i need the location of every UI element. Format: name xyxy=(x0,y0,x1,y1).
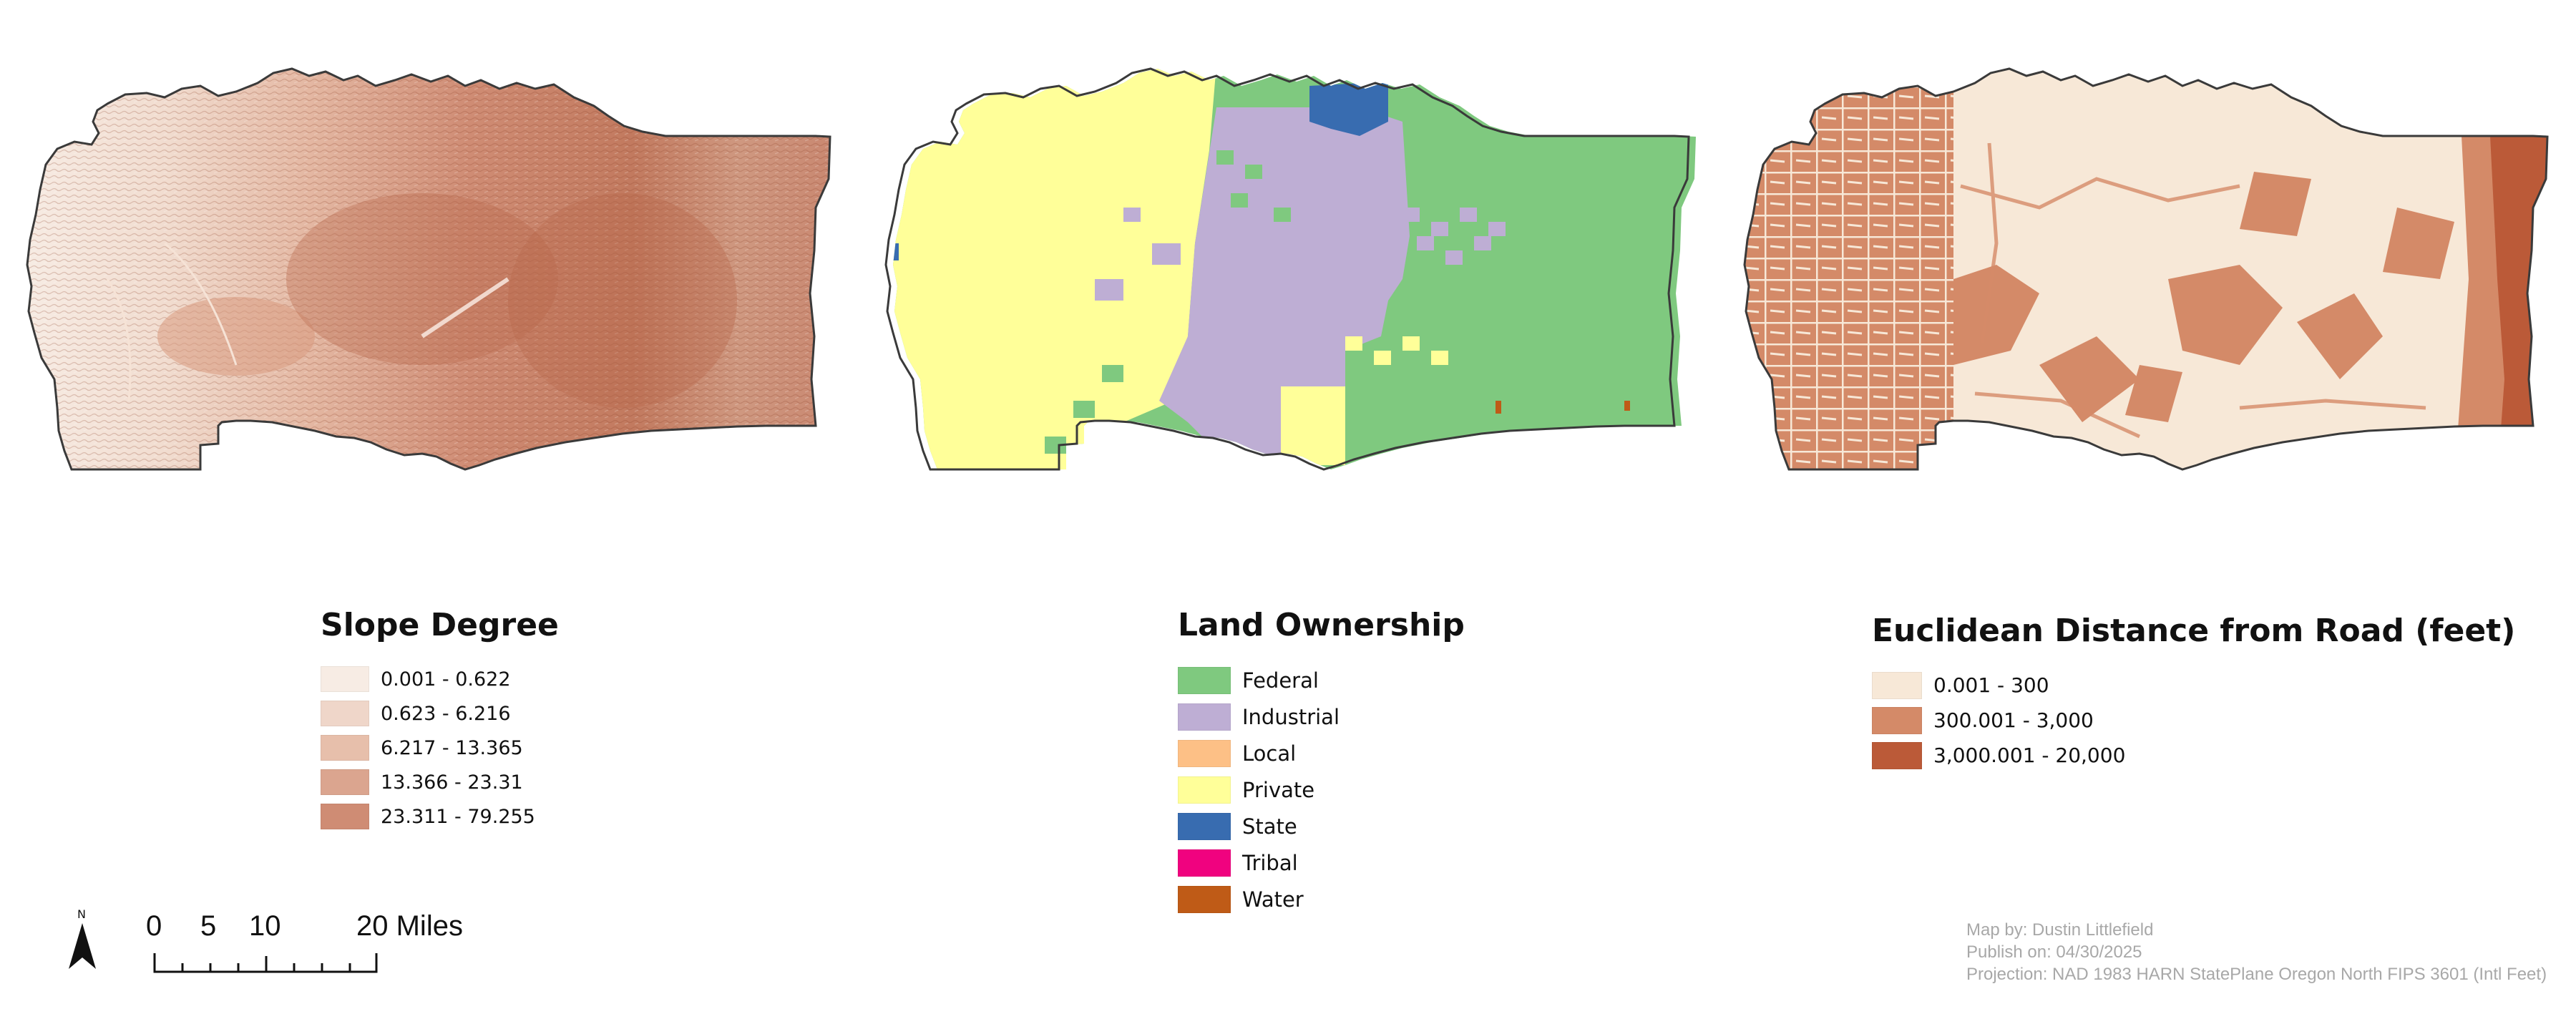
legend-item: 300.001 - 3,000 xyxy=(1872,703,2515,738)
legend-item: 6.217 - 13.365 xyxy=(321,731,559,765)
ownership-legend-items: Federal Industrial Local Private State Tribal… xyxy=(1178,662,1465,917)
slope-legend-title: Slope Degree xyxy=(321,607,559,643)
legend-swatch xyxy=(321,701,369,726)
legend-swatch xyxy=(1178,849,1231,877)
credit-projection: Projection: NAD 1983 HARN StatePlane Ore… xyxy=(1966,965,2547,984)
scale-label-5: 5 xyxy=(200,910,217,942)
legend-label: 13.366 - 23.31 xyxy=(381,771,523,794)
legend-swatch xyxy=(321,769,369,795)
legend-label: Private xyxy=(1242,777,1315,802)
legend-swatch xyxy=(1178,812,1231,840)
legend-swatch xyxy=(321,804,369,829)
legend-label: Industrial xyxy=(1242,704,1340,729)
legend-item: Local xyxy=(1178,735,1465,771)
legend-swatch xyxy=(1178,703,1231,731)
scale-bar: 0 5 10 20 Miles xyxy=(143,910,487,979)
legend-item: 0.623 - 6.216 xyxy=(321,696,559,731)
legend-swatch xyxy=(1178,885,1231,913)
legend-label: Water xyxy=(1242,887,1304,912)
scale-label-10: 10 xyxy=(249,910,281,942)
legend-swatch xyxy=(321,735,369,761)
map-credits: Map by: Dustin Littlefield Publish on: 0… xyxy=(1966,919,2547,985)
ownership-legend: Land Ownership Federal Industrial Local Pri… xyxy=(1178,607,1465,917)
legend-label: 0.001 - 300 xyxy=(1933,673,2049,697)
scale-label-20: 20 Miles xyxy=(356,910,463,942)
legend-label: 300.001 - 3,000 xyxy=(1933,708,2094,732)
legend-item: Water xyxy=(1178,881,1465,917)
ownership-legend-title: Land Ownership xyxy=(1178,607,1465,643)
legend-item: Private xyxy=(1178,771,1465,808)
scale-ruler xyxy=(153,953,378,973)
legend-label: Tribal xyxy=(1242,850,1298,875)
legend-item: Industrial xyxy=(1178,698,1465,735)
credit-published: Publish on: 04/30/2025 xyxy=(1966,942,2142,962)
legend-label: State xyxy=(1242,814,1297,839)
credit-author: Map by: Dustin Littlefield xyxy=(1966,920,2154,940)
legend-label: Federal xyxy=(1242,668,1319,693)
legend-label: 6.217 - 13.365 xyxy=(381,736,523,759)
road-distance-legend-title: Euclidean Distance from Road (feet) xyxy=(1872,613,2516,649)
legend-item: State xyxy=(1178,808,1465,844)
legend-label: 23.311 - 79.255 xyxy=(381,805,535,828)
slope-legend: Slope Degree 0.001 - 0.622 0.623 - 6.216 6… xyxy=(321,607,559,834)
legend-item: 23.311 - 79.255 xyxy=(321,799,559,834)
legend-swatch xyxy=(1872,671,1922,699)
north-arrow-icon xyxy=(69,923,96,969)
legend-item: 0.001 - 300 xyxy=(1872,668,2515,703)
legend-item: Federal xyxy=(1178,662,1465,698)
legend-item: 0.001 - 0.622 xyxy=(321,662,559,696)
road-distance-legend-items: 0.001 - 300 300.001 - 3,000 3,000.001 - 20… xyxy=(1872,668,2515,773)
road-distance-map xyxy=(1743,67,2549,471)
legend-swatch xyxy=(321,666,369,692)
north-label: N xyxy=(77,907,86,921)
slope-legend-items: 0.001 - 0.622 0.623 - 6.216 6.217 - 13.365… xyxy=(321,662,559,834)
scale-label-0: 0 xyxy=(146,910,162,942)
legend-label: Local xyxy=(1242,741,1297,766)
legend-item: 13.366 - 23.31 xyxy=(321,765,559,799)
legend-swatch xyxy=(1872,741,1922,769)
legend-label: 0.001 - 0.622 xyxy=(381,668,511,691)
land-ownership-map xyxy=(884,67,1696,471)
legend-swatch xyxy=(1178,666,1231,694)
legend-item: Tribal xyxy=(1178,844,1465,881)
road-distance-legend: Euclidean Distance from Road (feet) 0.00… xyxy=(1872,613,2515,773)
legend-label: 3,000.001 - 20,000 xyxy=(1933,744,2126,767)
slope-map xyxy=(26,67,831,471)
legend-label: 0.623 - 6.216 xyxy=(381,702,511,725)
legend-swatch xyxy=(1178,739,1231,767)
legend-swatch xyxy=(1872,706,1922,734)
legend-swatch xyxy=(1178,776,1231,804)
legend-item: 3,000.001 - 20,000 xyxy=(1872,738,2515,773)
